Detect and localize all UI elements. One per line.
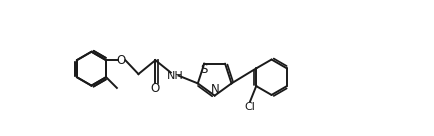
- Text: S: S: [201, 63, 208, 76]
- Text: O: O: [117, 54, 126, 67]
- Text: O: O: [151, 82, 160, 95]
- Text: Cl: Cl: [245, 102, 256, 112]
- Text: N: N: [211, 83, 220, 96]
- Text: NH: NH: [167, 71, 184, 81]
